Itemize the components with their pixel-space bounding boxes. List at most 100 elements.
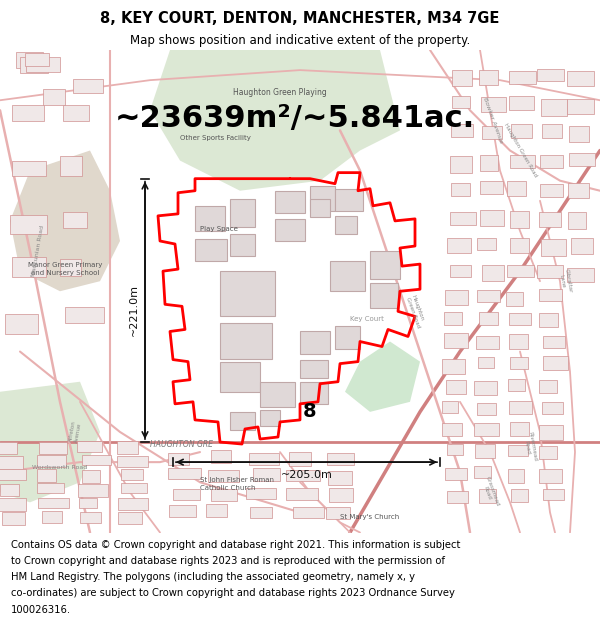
Text: co-ordinates) are subject to Crown copyright and database rights 2023 Ordnance S: co-ordinates) are subject to Crown copyr… [11, 589, 455, 599]
Bar [451, 182, 470, 196]
Bar [511, 124, 532, 139]
Bar [450, 156, 472, 172]
Bar [293, 508, 324, 518]
Bar [571, 238, 593, 254]
Bar [118, 512, 142, 524]
Bar [444, 334, 468, 348]
Polygon shape [345, 341, 420, 412]
Bar [12, 161, 46, 176]
Bar [168, 468, 201, 479]
Bar [60, 156, 82, 176]
Bar [65, 308, 104, 323]
Bar [249, 453, 279, 465]
Bar [169, 506, 196, 518]
Text: Other Sports Facility: Other Sports Facility [179, 136, 250, 141]
Bar [300, 382, 328, 404]
Bar [260, 382, 295, 407]
Bar [260, 410, 280, 426]
Bar [230, 234, 255, 256]
Text: 8, KEY COURT, DENTON, MANCHESTER, M34 7GE: 8, KEY COURT, DENTON, MANCHESTER, M34 7G… [100, 11, 500, 26]
Bar [447, 238, 471, 253]
Bar [474, 381, 497, 395]
Bar [508, 445, 528, 456]
Polygon shape [150, 50, 400, 191]
Bar [482, 126, 502, 139]
Bar [286, 488, 318, 501]
Bar [510, 154, 535, 168]
Text: Rivermead
Road: Rivermead Road [522, 431, 538, 462]
Text: Bowker Avenue: Bowker Avenue [482, 97, 503, 144]
Bar [12, 257, 46, 277]
Text: Haughton Green Playing: Haughton Green Playing [233, 88, 327, 97]
Text: 8: 8 [303, 402, 317, 421]
Bar [121, 469, 143, 480]
Bar [480, 181, 503, 194]
Bar [481, 98, 506, 112]
Bar [567, 99, 594, 114]
Bar [539, 313, 558, 328]
Bar [510, 422, 529, 436]
Bar [452, 96, 470, 108]
Text: to Crown copyright and database rights 2023 and is reproduced with the permissio: to Crown copyright and database rights 2… [11, 556, 445, 566]
Text: Grassmead
Road: Grassmead Road [479, 476, 500, 509]
Bar [79, 498, 97, 508]
Bar [477, 290, 500, 302]
Bar [506, 292, 523, 306]
Bar [450, 212, 476, 225]
Bar [480, 210, 504, 226]
Bar [445, 290, 468, 306]
Bar [37, 455, 66, 467]
Bar [80, 512, 101, 524]
Bar [540, 184, 563, 197]
Bar [173, 489, 200, 501]
Bar [539, 425, 563, 440]
Bar [82, 470, 100, 483]
Bar [42, 511, 62, 524]
Bar [509, 334, 528, 349]
Bar [220, 362, 260, 392]
Bar [511, 489, 528, 502]
Bar [447, 491, 468, 503]
Bar [275, 191, 305, 213]
Bar [447, 444, 463, 455]
Bar [478, 357, 494, 367]
Bar [567, 268, 594, 282]
Bar [10, 215, 47, 234]
Bar [310, 186, 335, 211]
Bar [39, 442, 67, 454]
Text: Key Court: Key Court [350, 316, 384, 322]
Bar [543, 356, 568, 369]
Bar [60, 259, 81, 276]
Bar [63, 212, 87, 228]
Bar [568, 182, 589, 198]
Bar [289, 452, 311, 466]
Text: ~23639m²/~5.841ac.: ~23639m²/~5.841ac. [115, 104, 475, 133]
Bar [16, 52, 43, 68]
Bar [509, 401, 532, 414]
Bar [275, 219, 305, 241]
Text: St Mary's Church: St Mary's Church [340, 514, 400, 521]
Bar [507, 265, 534, 277]
Bar [77, 441, 102, 452]
Bar [43, 89, 65, 105]
Bar [26, 57, 60, 72]
Bar [300, 359, 328, 378]
Bar [480, 154, 498, 171]
Bar [479, 489, 496, 503]
Bar [206, 504, 227, 518]
Bar [208, 470, 239, 482]
Bar [230, 412, 255, 430]
Bar [477, 403, 496, 415]
Bar [444, 312, 462, 326]
Text: Map shows position and indicative extent of the property.: Map shows position and indicative extent… [130, 34, 470, 47]
Bar [509, 71, 536, 84]
Bar [335, 216, 357, 234]
Bar [451, 124, 473, 138]
Bar [450, 265, 471, 277]
Bar [446, 380, 466, 394]
Bar [539, 212, 561, 227]
Bar [335, 189, 363, 211]
Polygon shape [10, 151, 120, 291]
Bar [370, 283, 398, 308]
Bar [117, 441, 138, 454]
